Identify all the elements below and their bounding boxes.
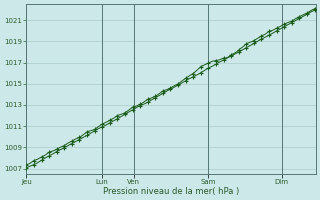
- X-axis label: Pression niveau de la mer( hPa ): Pression niveau de la mer( hPa ): [103, 187, 239, 196]
